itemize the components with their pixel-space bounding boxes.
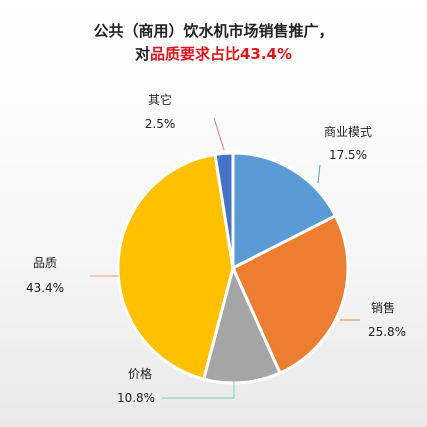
chart-title-line2: 对品质要求占比43.4%: [0, 43, 427, 64]
chart-title-prefix: 对: [134, 45, 150, 63]
slice-value-2: 25.8%: [368, 325, 406, 339]
pie-slice-3: [202, 266, 282, 385]
slice-label-2: 销售: [371, 300, 395, 315]
chart-title-line1: 公共（商用）饮水机市场销售推广，: [93, 22, 334, 40]
slice-label-5: 其它: [148, 92, 172, 107]
leader-line-5: [213, 117, 225, 151]
pie-slice-5: [213, 151, 235, 270]
slice-value-4: 43.4%: [26, 281, 64, 295]
pie-slice-2: [231, 214, 350, 375]
chart-title-highlight: 品质要求占比43.4%: [149, 45, 293, 63]
leader-line-3: [162, 380, 235, 399]
slice-label-1: 商业模式: [324, 124, 372, 139]
pie-slices: [116, 151, 350, 385]
pie-slice-1: [231, 151, 337, 270]
pie-slice-4: [116, 152, 235, 381]
leader-line-1: [317, 164, 321, 184]
slice-value-3: 10.8%: [117, 391, 155, 405]
slice-label-4: 品质: [33, 256, 57, 270]
slice-label-3: 价格: [128, 366, 152, 381]
leader-lines: [90, 117, 360, 399]
data-labels: 商业模式 17.5% 销售 25.8% 价格 10.8% 品质 43.4% 其它 2.5%: [26, 92, 406, 405]
slice-value-5: 2.5%: [145, 117, 176, 131]
slice-value-1: 17.5%: [329, 148, 367, 162]
